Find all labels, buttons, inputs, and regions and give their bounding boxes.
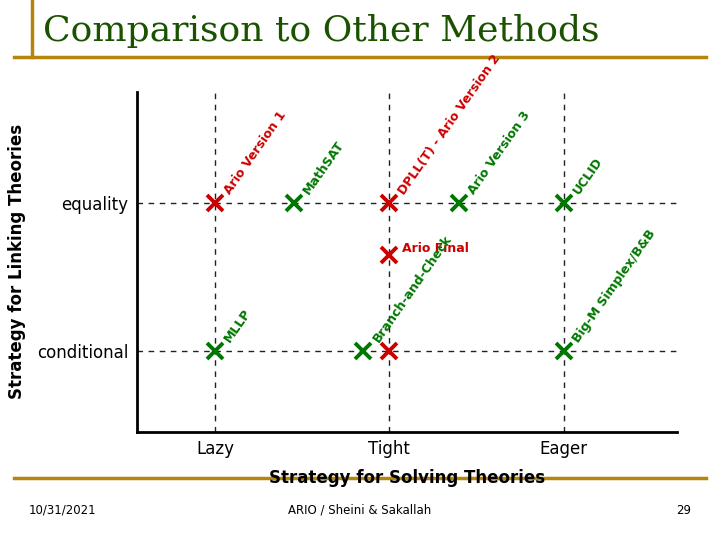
Text: Ario Final: Ario Final bbox=[402, 241, 469, 254]
Text: Ario Version 1: Ario Version 1 bbox=[222, 109, 289, 197]
Text: MLLP: MLLP bbox=[222, 307, 254, 345]
Text: UCLID: UCLID bbox=[570, 155, 606, 197]
Text: Ario Version 3: Ario Version 3 bbox=[466, 109, 533, 197]
Text: Comparison to Other Methods: Comparison to Other Methods bbox=[43, 14, 600, 48]
Text: 10/31/2021: 10/31/2021 bbox=[29, 504, 96, 517]
Text: Branch-and-Check: Branch-and-Check bbox=[370, 233, 454, 345]
Text: MathSAT: MathSAT bbox=[300, 139, 347, 197]
X-axis label: Strategy for Solving Theories: Strategy for Solving Theories bbox=[269, 469, 545, 488]
Y-axis label: Strategy for Linking Theories: Strategy for Linking Theories bbox=[8, 124, 26, 400]
Text: Big-M Simplex/B&B: Big-M Simplex/B&B bbox=[570, 227, 658, 345]
Text: 29: 29 bbox=[676, 504, 691, 517]
Text: DPLL(T) - Ario Version 2: DPLL(T) - Ario Version 2 bbox=[396, 52, 503, 197]
Text: ARIO / Sheini & Sakallah: ARIO / Sheini & Sakallah bbox=[289, 504, 431, 517]
